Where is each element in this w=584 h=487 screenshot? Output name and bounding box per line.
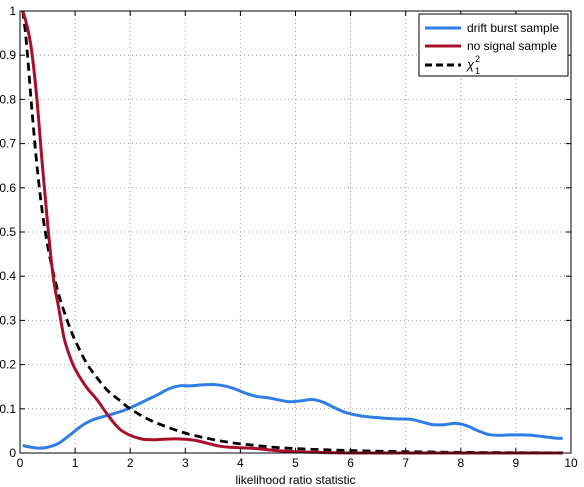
y-tick-label: 0.6 [0, 181, 16, 195]
series-line-0 [22, 382, 563, 450]
x-tick-label: 2 [127, 456, 134, 470]
x-tick-label: 5 [292, 456, 299, 470]
legend-label-superscript: 2 [475, 54, 480, 64]
legend-label-2: χ [466, 57, 475, 72]
x-tick-label: 10 [564, 456, 578, 470]
y-tick-label: 0.7 [0, 137, 16, 151]
y-tick-label: 0.3 [0, 313, 16, 327]
x-tick-label: 4 [237, 456, 244, 470]
series-line-2 [21, 10, 563, 455]
series-layer [21, 10, 563, 455]
axis-ticks: 0 1 2 3 4 5 6 7 8 9 10 0 0.1 0.2 0.3 0.4 0.5 0.6 0.7 0.8 0.9… [0, 4, 578, 470]
y-tick-label: 1 [9, 4, 16, 18]
y-tick-label: 0.1 [0, 402, 16, 416]
legend: drift burst sample no signal sample χ 2 1 [418, 13, 569, 77]
y-tick-label: 0 [9, 446, 16, 460]
x-tick-label: 0 [17, 456, 24, 470]
legend-label-0: drift burst sample [467, 21, 559, 35]
y-tick-label: 0.9 [0, 48, 16, 62]
x-tick-label: 9 [513, 456, 520, 470]
legend-label-subscript: 1 [475, 66, 480, 76]
x-tick-label: 1 [72, 456, 79, 470]
legend-label-1: no signal sample [467, 39, 557, 53]
x-axis-label: likelihood ratio statistic [235, 473, 355, 487]
y-tick-label: 0.5 [0, 225, 16, 239]
y-tick-label: 0.4 [0, 269, 16, 283]
x-tick-label: 6 [347, 456, 354, 470]
y-tick-label: 0.8 [0, 92, 16, 106]
series-line-1 [21, 10, 563, 455]
grid [20, 11, 571, 453]
y-tick-label: 0.2 [0, 358, 16, 372]
x-tick-label: 8 [457, 456, 464, 470]
x-tick-label: 7 [402, 456, 409, 470]
x-tick-label: 3 [182, 456, 189, 470]
